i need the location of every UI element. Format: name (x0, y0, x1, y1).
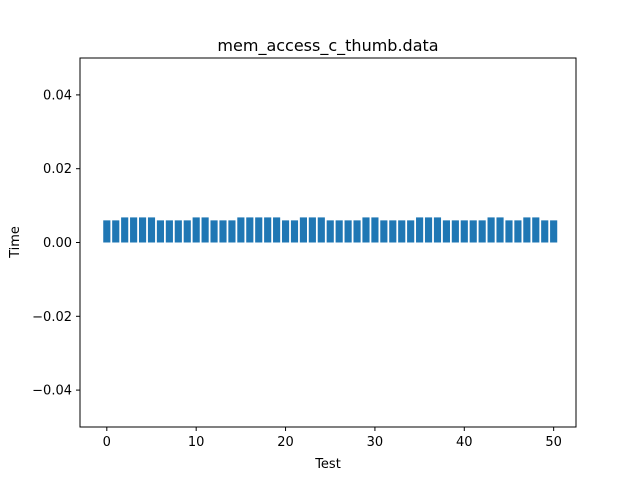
bars-group (103, 217, 558, 243)
bar-5 (147, 217, 156, 243)
bar-30 (371, 217, 379, 243)
x-tick-label: 50 (545, 435, 562, 450)
bar-23 (308, 217, 316, 243)
y-tick-label: 0.02 (43, 162, 72, 177)
bar-2 (121, 217, 129, 243)
bar-24 (317, 217, 325, 243)
bar-9 (183, 220, 191, 243)
bar-16 (246, 217, 254, 243)
y-axis-ticks: −0.04 −0.02 0.00 0.02 0.04 (32, 88, 80, 399)
bar-43 (487, 217, 495, 243)
bar-40 (460, 220, 468, 243)
y-axis-label: Time (8, 226, 23, 259)
bar-48 (532, 217, 540, 243)
bar-18 (264, 217, 272, 243)
x-tick-label: 20 (277, 435, 294, 450)
bar-46 (514, 220, 522, 243)
bar-1 (112, 220, 120, 243)
bar-15 (237, 217, 245, 243)
bar-0 (103, 220, 111, 243)
bar-31 (380, 220, 388, 243)
bar-17 (255, 217, 263, 243)
bar-50 (550, 220, 558, 243)
bar-7 (165, 220, 173, 243)
bar-19 (273, 217, 281, 243)
bar-36 (424, 217, 433, 243)
x-tick-label: 0 (103, 435, 111, 450)
y-tick-label: 0.00 (43, 236, 72, 251)
y-tick-label: −0.02 (32, 310, 72, 325)
chart-title: mem_access_c_thumb.data (217, 36, 438, 56)
x-axis-ticks: 0 10 20 30 40 50 (103, 427, 562, 450)
y-tick-label: −0.04 (32, 384, 72, 399)
bar-28 (353, 220, 361, 243)
bar-12 (210, 220, 218, 243)
x-tick-label: 30 (367, 435, 384, 450)
bar-42 (478, 220, 486, 243)
bar-22 (299, 217, 307, 243)
bar-25 (326, 220, 334, 243)
bar-4 (138, 217, 147, 243)
bar-44 (496, 217, 504, 243)
y-tick-label: 0.04 (43, 88, 72, 103)
bar-21 (290, 220, 299, 243)
bar-20 (281, 220, 290, 243)
bar-6 (156, 220, 165, 243)
bar-45 (505, 220, 513, 243)
bar-33 (398, 220, 406, 243)
bar-29 (362, 217, 370, 243)
bar-10 (192, 217, 200, 243)
bar-35 (416, 217, 424, 243)
bar-47 (523, 217, 531, 243)
x-tick-label: 40 (456, 435, 473, 450)
bar-34 (407, 220, 415, 243)
bar-13 (219, 220, 227, 243)
bar-38 (442, 220, 450, 243)
bar-32 (389, 220, 397, 243)
bar-39 (451, 220, 459, 243)
bar-27 (344, 220, 352, 243)
bar-41 (469, 220, 477, 243)
bar-26 (335, 220, 343, 243)
bar-11 (201, 217, 209, 243)
bar-37 (433, 217, 442, 243)
x-tick-label: 10 (188, 435, 205, 450)
bar-3 (130, 217, 138, 243)
bar-8 (174, 220, 182, 243)
bar-14 (228, 220, 236, 243)
x-axis-label: Test (314, 457, 341, 472)
bar-49 (541, 220, 549, 243)
